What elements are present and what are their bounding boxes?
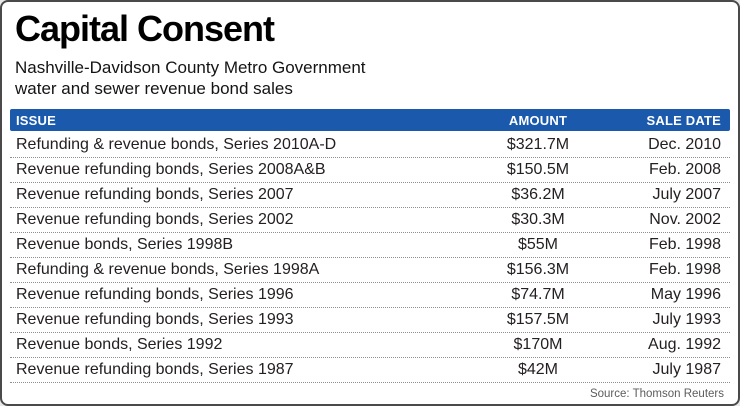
column-header-amount: AMOUNT — [508, 112, 568, 128]
sale-date-cell: Feb. 2008 — [648, 161, 721, 178]
page-title: Capital Consent — [15, 8, 275, 49]
sale-date-cell: May 1996 — [650, 286, 721, 303]
bond-sales-table: ISSUE AMOUNT SALE DATE Refunding & reven… — [10, 109, 730, 383]
table-row: Revenue refunding bonds, Series 2008A&B $… — [10, 158, 730, 183]
subtitle: Nashville-Davidson County Metro Governme… — [15, 57, 725, 99]
sale-date-cell: Feb. 1998 — [648, 261, 721, 278]
sale-date-cell: July 1987 — [652, 361, 722, 378]
table-row: Revenue refunding bonds, Series 2002 $30.… — [10, 208, 730, 233]
sale-date-cell: Dec. 2010 — [648, 136, 721, 153]
column-header-issue: ISSUE — [16, 112, 57, 128]
table-header-row: ISSUE AMOUNT SALE DATE — [10, 109, 730, 131]
table-row: Revenue bonds, Series 1992 $170M Aug. 1992 — [10, 333, 730, 358]
sale-date-cell: July 1993 — [652, 311, 722, 328]
issue-cell: Refunding & revenue bonds, Series 2010A-… — [16, 136, 337, 153]
amount-cell: $74.7M — [511, 286, 565, 303]
amount-cell: $170M — [513, 336, 563, 353]
table-row: Revenue refunding bonds, Series 2007 $36.… — [10, 183, 730, 208]
issue-cell: Refunding & revenue bonds, Series 1998A — [16, 261, 320, 278]
table-row: Revenue refunding bonds, Series 1996 $74.… — [10, 283, 730, 308]
amount-cell: $30.3M — [511, 211, 565, 228]
sale-date-cell: Aug. 1992 — [648, 336, 721, 353]
table-body: Refunding & revenue bonds, Series 2010A-… — [10, 133, 730, 383]
subtitle-line-2: water and sewer revenue bond sales — [15, 79, 293, 98]
amount-cell: $156.3M — [506, 261, 570, 278]
sale-date-cell: Nov. 2002 — [649, 211, 721, 228]
issue-cell: Revenue bonds, Series 1992 — [16, 336, 223, 353]
issue-cell: Revenue refunding bonds, Series 2007 — [16, 186, 294, 203]
issue-cell: Revenue refunding bonds, Series 1996 — [16, 286, 294, 303]
table-row: Refunding & revenue bonds, Series 1998A $… — [10, 258, 730, 283]
source-credit: Source: Thomson Reuters — [589, 388, 724, 400]
table-row: Revenue bonds, Series 1998B $55M Feb. 1998 — [10, 233, 730, 258]
issue-cell: Revenue refunding bonds, Series 2008A&B — [16, 161, 326, 178]
sale-date-cell: Feb. 1998 — [648, 236, 721, 253]
subtitle-line-1: Nashville-Davidson County Metro Governme… — [15, 58, 366, 77]
issue-cell: Revenue refunding bonds, Series 2002 — [16, 211, 294, 228]
table-row: Revenue refunding bonds, Series 1993 $157… — [10, 308, 730, 333]
amount-cell: $36.2M — [511, 186, 565, 203]
table-row: Refunding & revenue bonds, Series 2010A-… — [10, 133, 730, 158]
issue-cell: Revenue bonds, Series 1998B — [16, 236, 234, 253]
column-header-sale-date: SALE DATE — [646, 112, 721, 128]
issue-cell: Revenue refunding bonds, Series 1987 — [16, 361, 294, 378]
sale-date-cell: July 2007 — [652, 186, 722, 203]
issue-cell: Revenue refunding bonds, Series 1993 — [16, 311, 294, 328]
amount-cell: $42M — [517, 361, 559, 378]
amount-cell: $150.5M — [506, 161, 570, 178]
amount-cell: $157.5M — [506, 311, 570, 328]
table-row: Revenue refunding bonds, Series 1987 $42M… — [10, 358, 730, 383]
amount-cell: $55M — [517, 236, 559, 253]
amount-cell: $321.7M — [506, 136, 570, 153]
